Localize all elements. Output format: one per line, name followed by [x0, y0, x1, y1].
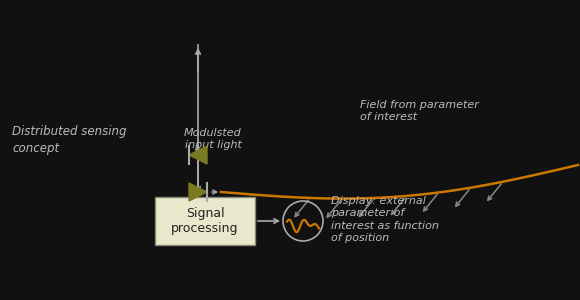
- Polygon shape: [189, 146, 207, 164]
- Text: Distributed sensing
concept: Distributed sensing concept: [12, 125, 126, 155]
- Text: Display: external
parameter of
interest as function
of position: Display: external parameter of interest …: [331, 196, 439, 243]
- Text: Field from parameter
of interest: Field from parameter of interest: [360, 100, 479, 122]
- Polygon shape: [189, 183, 207, 201]
- Text: Modulsted
input light: Modulsted input light: [184, 128, 242, 150]
- FancyBboxPatch shape: [155, 197, 255, 245]
- Text: Signal
processing: Signal processing: [171, 207, 239, 235]
